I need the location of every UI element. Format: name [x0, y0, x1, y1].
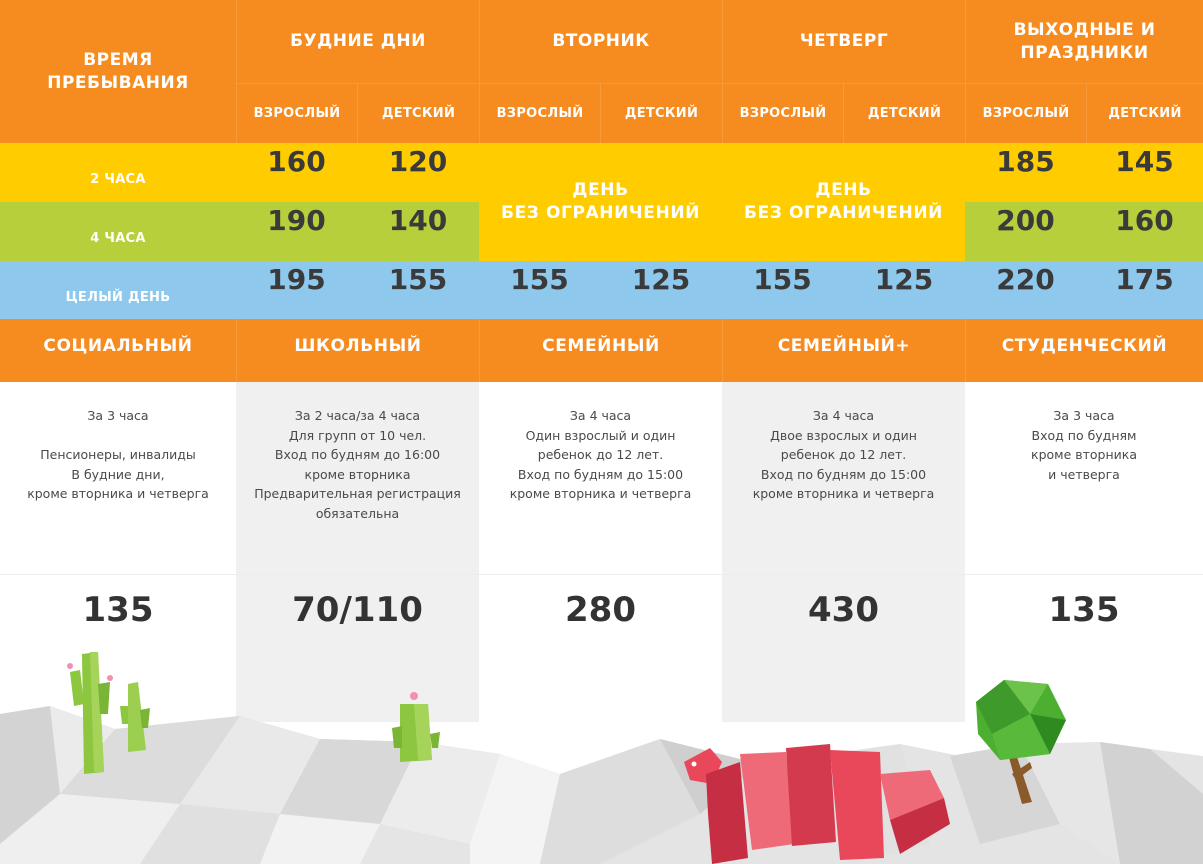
- sub-header-child: ДЕТСКИЙ: [357, 83, 479, 143]
- price-cell: 155: [357, 261, 479, 319]
- plan-title-family: СЕМЕЙНЫЙ: [479, 319, 722, 382]
- row-label-4h: 4 ЧАСА: [0, 202, 236, 261]
- plan-title-student: СТУДЕНЧЕСКИЙ: [965, 319, 1203, 382]
- unlimited-thursday: ДЕНЬ БЕЗ ОГРАНИЧЕНИЙ: [722, 143, 965, 261]
- plan-price-family-plus: 430: [722, 574, 965, 644]
- gray-column-bg: [236, 382, 479, 722]
- plan-price-student: 135: [965, 574, 1203, 644]
- sub-header-child: ДЕТСКИЙ: [1086, 83, 1203, 143]
- plan-desc-social: За 3 часа Пенсионеры, инвалиды В будние …: [27, 408, 209, 501]
- plan-desc-student: За 3 часа Вход по будням кроме вторника …: [1031, 408, 1137, 482]
- price-cell: 175: [1086, 261, 1203, 319]
- gray-column-bg: [722, 382, 965, 722]
- decorative-landscape: [0, 652, 1203, 864]
- time-header: ВРЕМЯ ПРЕБЫВАНИЯ: [0, 0, 236, 143]
- price-cell: 155: [479, 261, 600, 319]
- plan-desc-school: За 2 часа/за 4 часа Для групп от 10 чел.…: [254, 408, 461, 521]
- col-header-weekend: ВЫХОДНЫЕ И ПРАЗДНИКИ: [965, 0, 1203, 83]
- row-label-2h: 2 ЧАСА: [0, 143, 236, 202]
- plan-desc-family-plus: За 4 часа Двое взрослых и один ребенок д…: [752, 408, 935, 501]
- price-cell: 140: [357, 202, 479, 261]
- price-cell: 125: [843, 261, 965, 319]
- sub-header-adult: ВЗРОСЛЫЙ: [722, 83, 843, 143]
- price-cell: 125: [600, 261, 722, 319]
- price-cell: 155: [722, 261, 843, 319]
- plan-title-school: ШКОЛЬНЫЙ: [236, 319, 479, 382]
- tree-illustration: [976, 680, 1066, 804]
- plan-title-family-plus: СЕМЕЙНЫЙ+: [722, 319, 965, 382]
- sub-header-adult: ВЗРОСЛЫЙ: [236, 83, 357, 143]
- price-cell: 120: [357, 143, 479, 202]
- sub-header-child: ДЕТСКИЙ: [843, 83, 965, 143]
- price-cell: 185: [965, 143, 1086, 202]
- price-cell: 160: [1086, 202, 1203, 261]
- price-cell: 195: [236, 261, 357, 319]
- col-header-thursday: ЧЕТВЕРГ: [722, 0, 965, 83]
- sub-header-adult: ВЗРОСЛЫЙ: [479, 83, 600, 143]
- row-label-full-day: ЦЕЛЫЙ ДЕНЬ: [0, 261, 236, 319]
- price-cell: 145: [1086, 143, 1203, 202]
- price-cell: 200: [965, 202, 1086, 261]
- sub-header-adult: ВЗРОСЛЫЙ: [965, 83, 1086, 143]
- price-cell: 190: [236, 202, 357, 261]
- price-cell: 160: [236, 143, 357, 202]
- col-header-tuesday: ВТОРНИК: [479, 0, 722, 83]
- plan-price-family: 280: [479, 574, 722, 644]
- col-header-weekdays: БУДНИЕ ДНИ: [236, 0, 479, 83]
- plan-desc-family: За 4 часа Один взрослый и один ребенок д…: [509, 408, 692, 501]
- plan-price-school: 70/110: [236, 574, 479, 644]
- dragon-illustration: [684, 744, 950, 864]
- plan-price-social: 135: [0, 574, 236, 644]
- plan-title-social: СОЦИАЛЬНЫЙ: [0, 319, 236, 382]
- cactus-illustration: [67, 652, 440, 774]
- price-cell: 220: [965, 261, 1086, 319]
- sub-header-child: ДЕТСКИЙ: [600, 83, 722, 143]
- unlimited-tuesday: ДЕНЬ БЕЗ ОГРАНИЧЕНИЙ: [479, 143, 722, 261]
